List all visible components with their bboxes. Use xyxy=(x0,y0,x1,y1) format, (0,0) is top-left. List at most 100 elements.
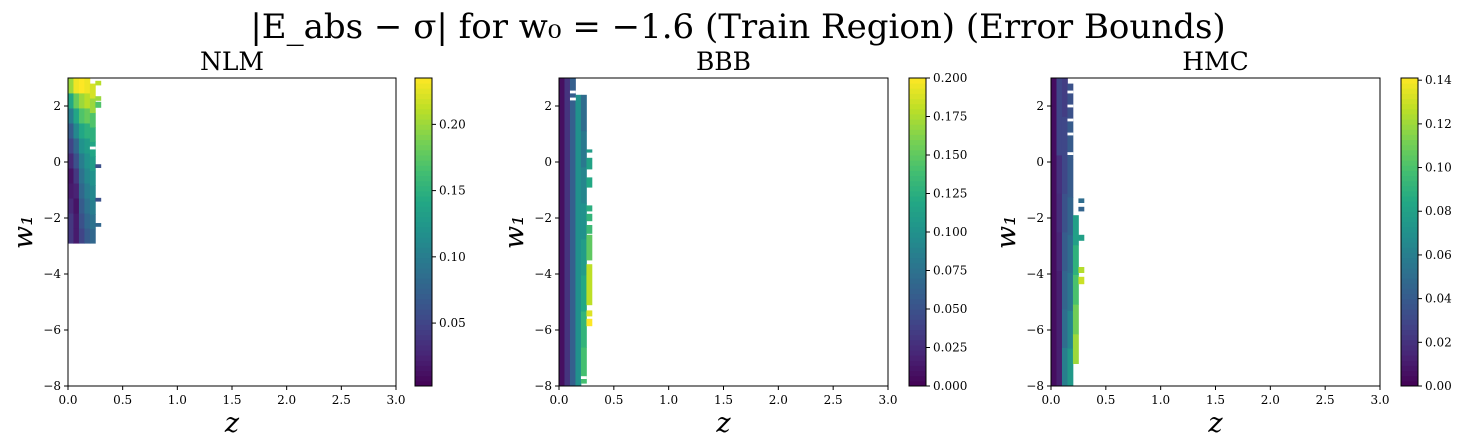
x-tick-label: 2.5 xyxy=(1316,393,1335,407)
heatmap-cell xyxy=(89,83,96,99)
colorbar-step xyxy=(415,267,432,274)
heatmap-cell xyxy=(1061,309,1068,348)
colorbar-step xyxy=(909,314,926,320)
colorbar-step xyxy=(415,288,432,295)
colorbar-tick-label: 0.175 xyxy=(933,110,967,124)
colorbar-step xyxy=(415,196,432,202)
heatmap-cell xyxy=(73,213,80,229)
colorbar-step xyxy=(415,180,432,187)
colorbar-step xyxy=(909,221,926,228)
colorbar-step xyxy=(1401,344,1418,351)
colorbar-step xyxy=(909,257,926,264)
colorbar-step xyxy=(415,329,432,336)
colorbar-step xyxy=(415,119,432,125)
colorbar-step xyxy=(1401,170,1418,177)
colorbar-step xyxy=(1401,88,1418,94)
colorbar-step xyxy=(1401,185,1418,192)
heatmap-cell xyxy=(89,228,96,244)
colorbar-tick-label: 0.000 xyxy=(933,379,967,393)
heatmap-cell xyxy=(68,123,74,139)
y-axis-label: w₁ xyxy=(499,215,530,249)
colorbar-step xyxy=(1401,196,1418,202)
heatmap-cell xyxy=(73,78,80,94)
heatmap-cell xyxy=(1067,272,1074,311)
colorbar-tick-label: 0.200 xyxy=(933,71,967,85)
heatmap-cell xyxy=(95,96,102,101)
colorbar-step xyxy=(415,298,432,305)
colorbar-step xyxy=(1401,180,1418,187)
heatmap-cell xyxy=(1072,244,1079,275)
heatmap-cells xyxy=(1051,78,1085,387)
heatmap-cell xyxy=(586,205,593,212)
colorbar-step xyxy=(415,108,432,115)
heatmap-cell xyxy=(586,213,593,222)
heatmap-cell xyxy=(68,78,74,94)
heatmap-cell xyxy=(78,153,85,169)
heatmap-cell xyxy=(89,199,96,215)
colorbar-step xyxy=(1401,309,1418,315)
x-tick-label: 0.0 xyxy=(1041,393,1060,407)
heatmap-cell xyxy=(68,198,74,214)
y-tick-label: 0 xyxy=(53,155,61,169)
colorbar-step xyxy=(1401,83,1418,89)
colorbar-step xyxy=(1401,216,1418,223)
colorbar-tick-label: 0.025 xyxy=(933,341,967,355)
colorbar-step xyxy=(909,124,926,130)
heatmap-gap xyxy=(89,146,96,150)
heatmap-cell xyxy=(84,138,91,154)
heatmap-cell xyxy=(1067,348,1074,387)
heatmap-cell xyxy=(1051,78,1057,387)
colorbar-step xyxy=(415,144,432,151)
colorbar-step xyxy=(415,242,432,248)
colorbar-step xyxy=(1401,303,1418,310)
colorbar-tick-label: 0.12 xyxy=(1425,117,1452,131)
colorbar-step xyxy=(909,288,926,295)
heatmap-cell xyxy=(73,228,80,244)
colorbar: 0.000 0.025 0.050 0.075 0.100 0.125 0.150 0.175… xyxy=(908,71,967,393)
heatmap-cell xyxy=(84,93,91,109)
colorbar-step xyxy=(909,339,926,346)
heatmap-cell xyxy=(89,214,96,230)
heatmap-cell xyxy=(1061,116,1068,156)
colorbar-step xyxy=(909,165,926,171)
colorbar-step xyxy=(1401,237,1418,243)
heatmap-cell xyxy=(95,223,102,227)
x-tick-label: 3.0 xyxy=(878,393,897,407)
x-axis-label: z xyxy=(224,408,240,439)
x-tick-label: 2.5 xyxy=(824,393,843,407)
heatmap-cell xyxy=(1067,310,1074,349)
heatmap-cell xyxy=(1078,234,1085,241)
colorbar-step xyxy=(909,252,926,259)
heatmap-cell xyxy=(1072,304,1079,335)
heatmap-cell xyxy=(559,78,565,387)
colorbar-step xyxy=(415,190,432,197)
colorbar-step xyxy=(909,83,926,89)
heatmap-cell xyxy=(84,213,91,229)
colorbar-step xyxy=(909,247,926,254)
colorbar-tick-label: 0.08 xyxy=(1425,204,1452,218)
colorbar-step xyxy=(1401,365,1418,372)
colorbar-step xyxy=(1401,78,1418,84)
colorbar-step xyxy=(415,283,432,289)
colorbar-step xyxy=(415,83,432,89)
colorbar-tick-label: 0.15 xyxy=(439,184,466,198)
colorbar-step xyxy=(909,242,926,248)
colorbar-frame xyxy=(1400,77,1419,387)
colorbar-step xyxy=(909,196,926,202)
heatmap-cell xyxy=(73,108,80,124)
colorbar-step xyxy=(415,257,432,264)
heatmap-gap xyxy=(569,90,576,94)
colorbar-step xyxy=(909,232,926,238)
colorbar-step xyxy=(909,78,926,84)
heatmap-cell xyxy=(89,127,96,143)
heatmap-cell xyxy=(95,197,102,202)
panel-title: BBB xyxy=(696,47,751,76)
colorbar-step xyxy=(909,144,926,151)
colorbar-step xyxy=(415,98,432,105)
heatmap-cell xyxy=(78,228,85,244)
colorbar-step xyxy=(415,170,432,177)
heatmap-cell xyxy=(89,170,96,186)
heatmap-cell xyxy=(78,123,85,139)
heatmap-cell xyxy=(68,228,74,244)
colorbar-step xyxy=(1401,93,1418,100)
